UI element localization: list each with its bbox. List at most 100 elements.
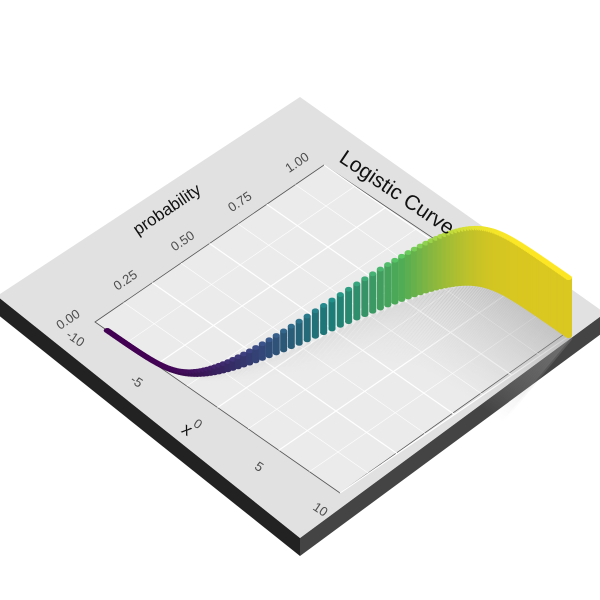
column-shadow xyxy=(476,320,549,408)
column-top xyxy=(280,328,288,334)
column-body xyxy=(240,354,248,366)
column-shadow xyxy=(396,284,465,366)
column-body xyxy=(353,283,361,319)
column-shadows xyxy=(107,284,573,425)
data-column xyxy=(398,253,406,302)
data-column xyxy=(303,313,311,343)
column-body xyxy=(280,330,288,350)
data-column xyxy=(229,356,237,371)
column-top xyxy=(361,276,369,282)
column-shadow xyxy=(430,291,502,378)
column-shadow xyxy=(355,298,412,366)
column-bottom xyxy=(404,294,412,300)
column-top xyxy=(328,297,336,303)
column-shadow xyxy=(350,300,406,366)
column-shadow xyxy=(207,374,219,384)
data-columns xyxy=(103,225,572,377)
column-body xyxy=(564,277,572,336)
column-top xyxy=(564,275,572,281)
base-side-left xyxy=(0,298,300,556)
column-bottom xyxy=(345,319,353,325)
column-shadow xyxy=(431,292,504,379)
column-shadow xyxy=(255,354,281,381)
column-bottom xyxy=(422,288,430,294)
column-top xyxy=(376,266,384,272)
column-shadow xyxy=(450,303,524,391)
column-shadow xyxy=(291,333,328,376)
column-body xyxy=(445,233,453,286)
column-bottom xyxy=(336,322,344,328)
column-body xyxy=(215,365,223,372)
column-shadow xyxy=(435,294,508,381)
column-shadow xyxy=(240,362,260,383)
column-body xyxy=(211,366,219,373)
column-bottom xyxy=(265,353,273,359)
data-column xyxy=(311,308,319,339)
column-body xyxy=(246,350,254,364)
column-top xyxy=(311,308,319,314)
column-shadow xyxy=(328,312,377,369)
column-shadow xyxy=(297,330,336,375)
column-shadow xyxy=(201,375,211,383)
column-body xyxy=(295,321,303,344)
column-shadow xyxy=(496,334,570,423)
data-column xyxy=(287,323,295,350)
column-bottom xyxy=(252,358,260,364)
column-body xyxy=(384,264,392,306)
column-shadow xyxy=(453,305,527,393)
column-shadow xyxy=(267,347,296,380)
column-shadow xyxy=(409,285,479,369)
column-bottom xyxy=(384,302,392,308)
column-body xyxy=(441,234,449,287)
column-shadow xyxy=(433,293,506,380)
data-column xyxy=(252,345,260,364)
column-shadow xyxy=(428,290,501,377)
data-column xyxy=(280,328,288,353)
column-shadow xyxy=(222,369,237,384)
column-top xyxy=(384,262,392,267)
column-shadow xyxy=(471,317,545,405)
column-body xyxy=(219,363,227,372)
column-shadow xyxy=(417,286,489,372)
column-shadow xyxy=(411,285,482,370)
column-bottom xyxy=(369,308,377,314)
column-body xyxy=(207,368,215,374)
data-column xyxy=(258,341,266,361)
data-column xyxy=(410,246,418,298)
column-shadow xyxy=(452,304,525,392)
data-column xyxy=(234,354,242,370)
data-column xyxy=(391,257,399,305)
column-top xyxy=(369,271,377,277)
data-column xyxy=(320,303,328,336)
column-body xyxy=(265,339,273,356)
column-body xyxy=(391,260,399,303)
column-body xyxy=(376,269,384,309)
column-shadow xyxy=(214,372,228,384)
column-body xyxy=(336,294,344,326)
column-shadow xyxy=(481,324,555,412)
column-shadow xyxy=(490,330,564,418)
column-body xyxy=(224,361,232,370)
column-shadow xyxy=(492,331,565,419)
column-body xyxy=(437,236,445,287)
column-shadow xyxy=(413,285,484,370)
column-shadow xyxy=(421,287,493,374)
column-top xyxy=(272,333,280,338)
column-bottom xyxy=(303,337,311,343)
data-column xyxy=(345,286,353,325)
column-top xyxy=(416,243,424,249)
column-shadow xyxy=(436,294,509,382)
column-shadow xyxy=(438,295,511,383)
column-shadow xyxy=(498,335,571,424)
column-body xyxy=(398,256,406,300)
column-shadow xyxy=(373,290,435,365)
data-column xyxy=(376,266,384,311)
column-shadow xyxy=(447,301,521,389)
column-shadow xyxy=(462,311,536,399)
column-shadow xyxy=(461,310,534,398)
column-shadow xyxy=(245,359,267,383)
column-top xyxy=(336,292,344,297)
column-shadow xyxy=(384,287,449,365)
column-body xyxy=(234,356,242,367)
column-shadow xyxy=(441,297,514,385)
